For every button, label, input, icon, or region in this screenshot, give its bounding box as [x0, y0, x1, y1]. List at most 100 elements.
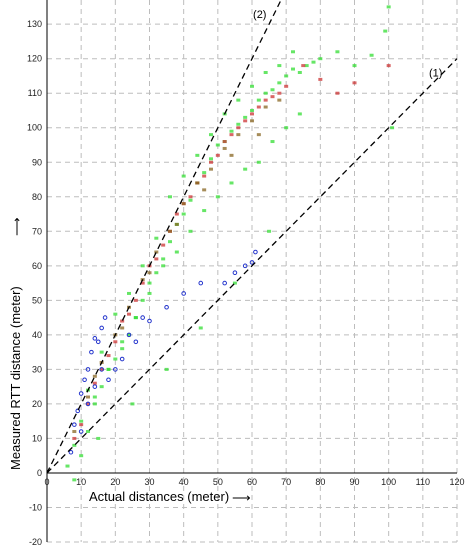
data-point-blue — [147, 318, 152, 324]
data-point-blue — [140, 315, 145, 320]
data-point-red — [154, 257, 159, 261]
x-tick-label: 0 — [44, 477, 49, 487]
data-point-blue — [78, 429, 84, 434]
data-point-green — [72, 443, 77, 447]
y-tick-label: 100 — [27, 123, 42, 133]
data-point-green — [318, 57, 323, 61]
data-point-red — [215, 153, 220, 157]
data-point-green — [195, 153, 200, 157]
data-point-blue — [253, 249, 258, 255]
data-point-brown — [195, 181, 200, 185]
y-axis-arrow: ⟶ — [9, 217, 24, 236]
data-point-blue — [181, 291, 186, 296]
data-point-green — [335, 50, 340, 54]
data-point-green — [113, 312, 118, 316]
data-point-green — [127, 333, 131, 337]
x-tick-label: 90 — [349, 477, 359, 487]
y-tick-label: 20 — [32, 399, 42, 409]
axes — [46, 0, 457, 542]
data-point-green — [202, 209, 207, 213]
data-point-red — [386, 64, 391, 68]
data-point-green — [202, 171, 207, 175]
data-point-brown — [86, 395, 90, 399]
data-point-green — [215, 143, 220, 147]
data-point-green — [86, 430, 90, 434]
data-point-red — [335, 91, 340, 95]
data-point-red — [229, 133, 234, 137]
data-point-red — [72, 436, 77, 440]
data-point-brown — [222, 146, 227, 150]
data-point-blue — [222, 280, 227, 286]
data-point-green — [92, 395, 97, 399]
data-point-red — [256, 105, 261, 109]
data-point-blue — [89, 349, 94, 355]
data-point-green — [263, 70, 268, 74]
data-point-green — [386, 5, 391, 9]
data-point-green — [113, 357, 118, 361]
data-point-blue — [133, 339, 139, 345]
x-tick-label: 10 — [76, 477, 86, 487]
data-point-green — [291, 67, 295, 71]
data-point-red — [120, 319, 125, 323]
data-point-green — [164, 367, 169, 371]
y-tick-label: -20 — [29, 537, 42, 547]
data-point-blue — [92, 384, 98, 389]
data-point-red — [277, 91, 282, 95]
data-point-green — [250, 84, 254, 88]
data-point-blue — [249, 260, 255, 265]
data-point-green — [168, 240, 172, 244]
data-point-green — [140, 264, 145, 268]
data-point-red — [161, 243, 166, 247]
y-tick-label: 120 — [27, 54, 42, 64]
data-point-red — [106, 354, 111, 358]
data-point-red — [236, 126, 241, 130]
data-point-green — [232, 281, 237, 285]
x-tick-label: 40 — [179, 477, 189, 487]
data-point-brown — [174, 222, 179, 226]
data-points — [65, 5, 395, 482]
data-point-blue — [232, 270, 238, 276]
data-point-brown — [168, 229, 172, 233]
data-point-green — [284, 74, 289, 78]
data-point-green — [215, 195, 220, 199]
x-tick-label: 70 — [281, 477, 291, 487]
data-point-green — [250, 108, 254, 112]
data-point-brown — [277, 98, 282, 102]
data-point-green — [154, 271, 159, 275]
data-point-green — [120, 347, 125, 351]
data-point-brown — [256, 133, 261, 137]
data-point-blue — [106, 377, 111, 383]
data-point-green — [369, 53, 374, 57]
data-point-red — [202, 174, 207, 178]
data-point-green — [277, 64, 282, 68]
data-point-green — [96, 436, 101, 440]
data-point-green — [243, 167, 248, 171]
data-point-green — [130, 402, 135, 406]
data-point-blue — [72, 422, 77, 427]
data-point-brown — [154, 250, 159, 254]
data-point-green — [140, 298, 145, 302]
y-tick-label: 60 — [32, 261, 42, 271]
data-point-red — [86, 402, 90, 406]
data-point-brown — [147, 271, 152, 275]
x-axis-arrow: ⟶ — [232, 490, 251, 505]
y-tick-label: 110 — [28, 88, 42, 98]
y-tick-label: 70 — [32, 226, 42, 236]
data-point-red — [127, 312, 131, 316]
x-tick-label: 30 — [144, 477, 154, 487]
data-point-green — [79, 419, 84, 423]
data-point-brown — [250, 119, 254, 123]
data-point-brown — [209, 167, 213, 171]
data-point-green — [92, 402, 97, 406]
data-point-blue — [78, 391, 84, 396]
y-tick-label: -10 — [29, 502, 42, 512]
data-point-green — [154, 236, 159, 240]
data-point-green — [229, 129, 234, 133]
data-point-red — [174, 212, 179, 216]
data-point-red — [318, 77, 323, 81]
data-point-red — [209, 160, 213, 164]
data-point-blue — [198, 280, 204, 286]
data-point-green — [181, 212, 186, 216]
data-point-green — [209, 133, 213, 137]
